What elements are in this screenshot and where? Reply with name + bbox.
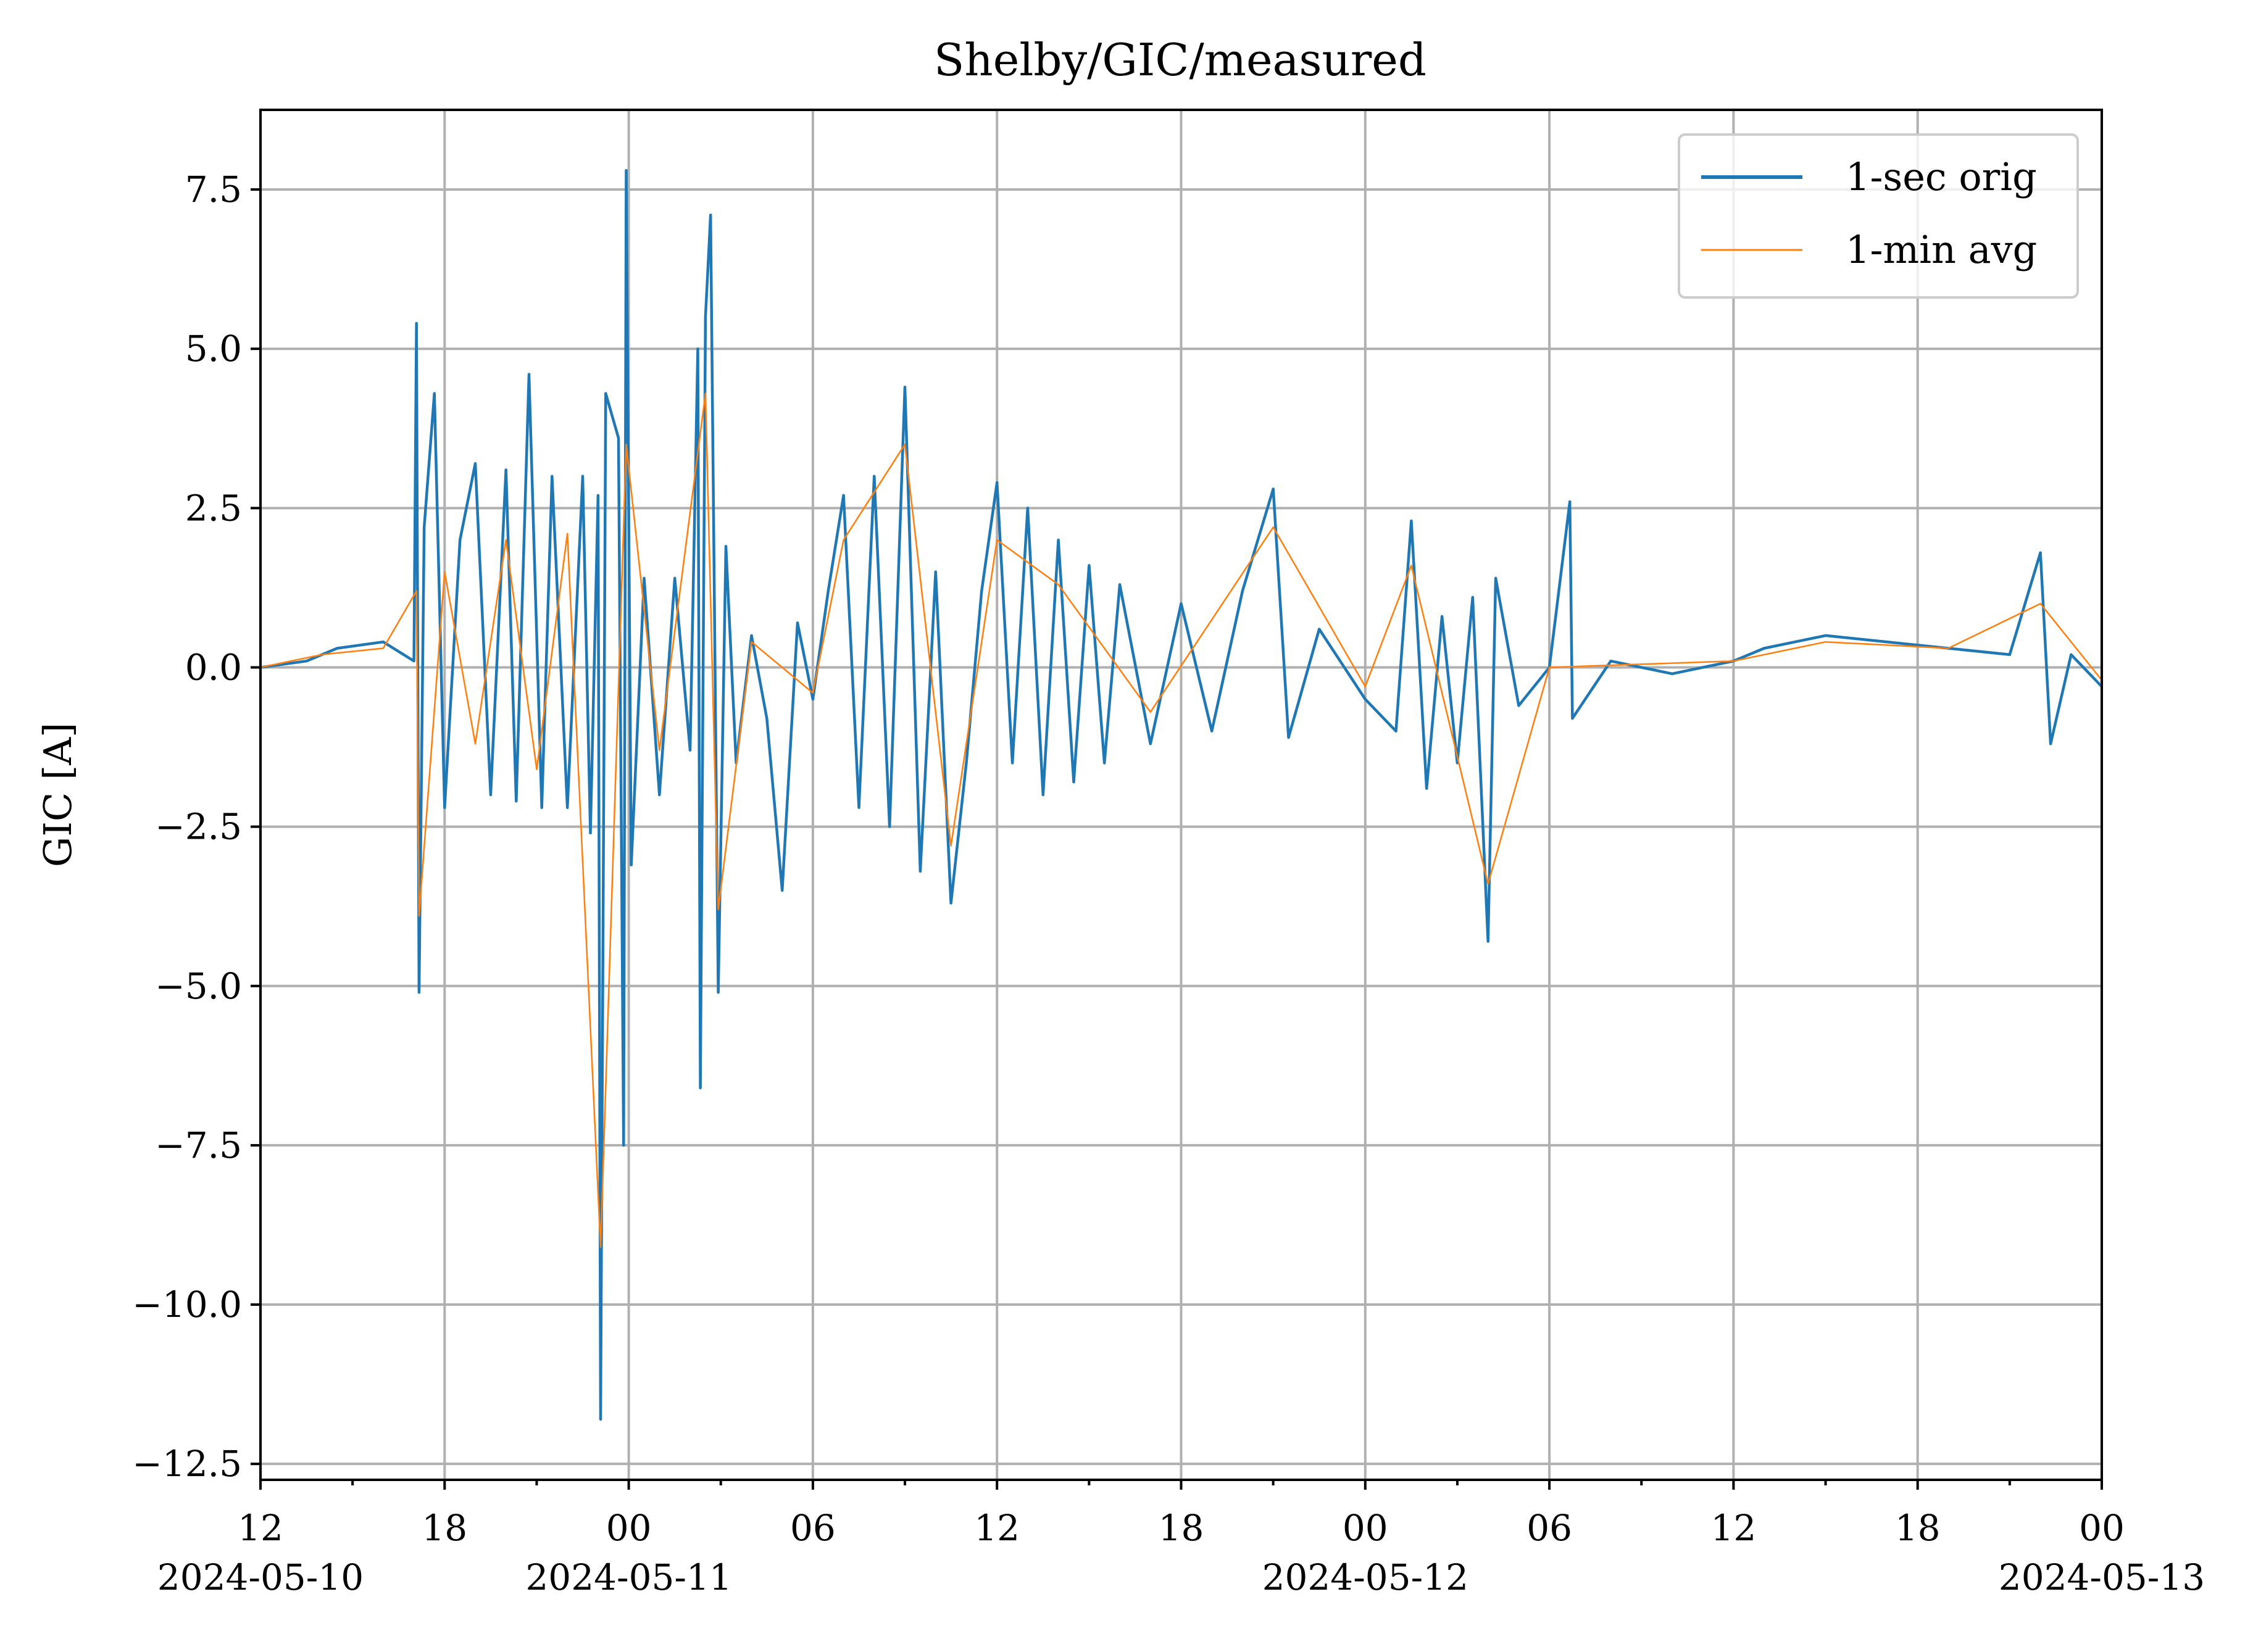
- y-axis-ticks: 7.5 5.0 2.5 0.0 −2.5 −5.0 −7.5 −10.0 −12.5: [132, 168, 260, 1485]
- y-tick-label: −12.5: [132, 1443, 242, 1485]
- chart-title: Shelby/GIC/measured: [934, 34, 1426, 86]
- grid-lines: [259, 110, 2103, 1480]
- y-tick-label: 0.0: [185, 646, 242, 688]
- x-tick-label: 18: [422, 1507, 467, 1549]
- y-tick-label: −10.0: [132, 1284, 242, 1326]
- x-tick-label: 00: [2079, 1507, 2125, 1549]
- x-tick-label: 18: [1159, 1507, 1204, 1549]
- x-tick-label: 06: [1526, 1507, 1572, 1549]
- series-line-1-sec-orig: [260, 168, 2103, 1421]
- x-tick-label: 12: [974, 1507, 1020, 1549]
- x-tick-label: 00: [1343, 1507, 1388, 1549]
- y-tick-label: 5.0: [185, 328, 242, 370]
- x-date-label: 2024-05-12: [1262, 1556, 1468, 1598]
- series-lines: [260, 168, 2103, 1421]
- legend: 1-sec orig 1-min avg: [1678, 133, 2079, 299]
- x-date-label: 2024-05-11: [525, 1556, 731, 1598]
- x-tick-label: 06: [790, 1507, 836, 1549]
- y-tick-label: 2.5: [185, 487, 242, 529]
- x-date-label: 2024-05-10: [157, 1556, 364, 1598]
- y-tick-label: −7.5: [155, 1124, 242, 1166]
- legend-label-1-min-avg: 1-min avg: [1846, 227, 2037, 272]
- y-tick-label: 7.5: [185, 168, 242, 210]
- x-tick-label: 00: [606, 1507, 652, 1549]
- x-axis-ticks: 12 2024-05-10 18 00 2024-05-11 06 12 18 00 2024-0…: [157, 1480, 2205, 1598]
- x-tick-label: 12: [238, 1507, 283, 1549]
- legend-label-1-sec-orig: 1-sec orig: [1846, 154, 2037, 199]
- x-tick-label: 18: [1895, 1507, 1941, 1549]
- x-tick-label: 12: [1710, 1507, 1756, 1549]
- y-axis-label: GIC [A]: [35, 723, 80, 867]
- series-line-1-min-avg: [260, 392, 2102, 1248]
- x-date-label: 2024-05-13: [1999, 1556, 2205, 1598]
- y-tick-label: −5.0: [155, 965, 242, 1007]
- plot-frame: [259, 109, 2103, 1481]
- y-tick-label: −2.5: [155, 806, 242, 848]
